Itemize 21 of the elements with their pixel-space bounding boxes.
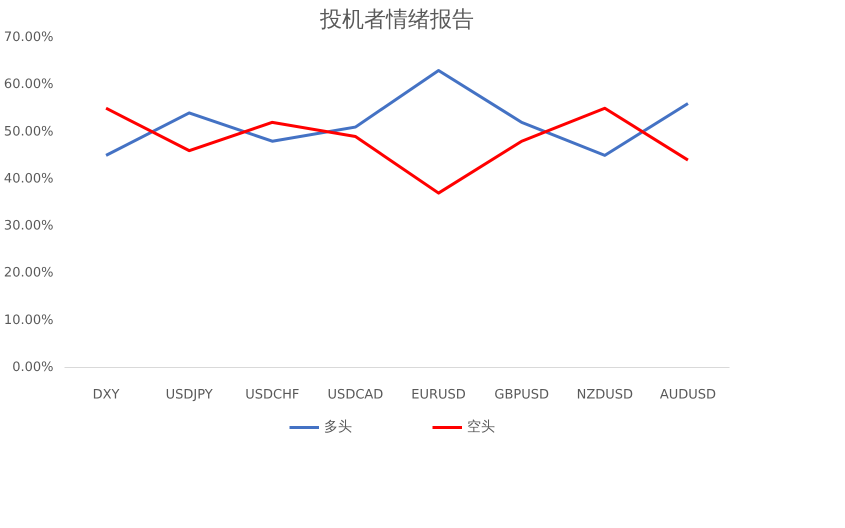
line-series bbox=[104, 69, 690, 157]
x-tick-label: DXY bbox=[92, 388, 120, 402]
x-tick-label: NZDUSD bbox=[576, 388, 634, 402]
y-tick-label: 0.00% bbox=[12, 360, 54, 375]
legend-label: 空头 bbox=[467, 418, 495, 436]
x-tick-label: EURUSD bbox=[411, 388, 466, 402]
y-tick-label: 10.00% bbox=[4, 312, 54, 328]
x-tick-label: GBPUSD bbox=[494, 388, 549, 402]
chart-title: 投机者情绪报告 bbox=[319, 8, 474, 32]
line-series bbox=[104, 106, 690, 195]
y-tick-label: 30.00% bbox=[4, 218, 54, 234]
x-tick-label: USDJPY bbox=[166, 388, 213, 402]
y-tick-label: 70.00% bbox=[4, 30, 54, 45]
x-tick-label: USDCHF bbox=[245, 388, 300, 402]
y-tick-label: 20.00% bbox=[4, 266, 54, 281]
y-tick-label: 60.00% bbox=[4, 77, 54, 92]
x-tick-label: AUDUSD bbox=[660, 388, 716, 402]
y-tick-label: 50.00% bbox=[4, 124, 54, 140]
legend-label: 多头 bbox=[324, 418, 352, 436]
x-tick-label: USDCAD bbox=[328, 388, 384, 402]
y-tick-label: 40.00% bbox=[4, 171, 54, 186]
